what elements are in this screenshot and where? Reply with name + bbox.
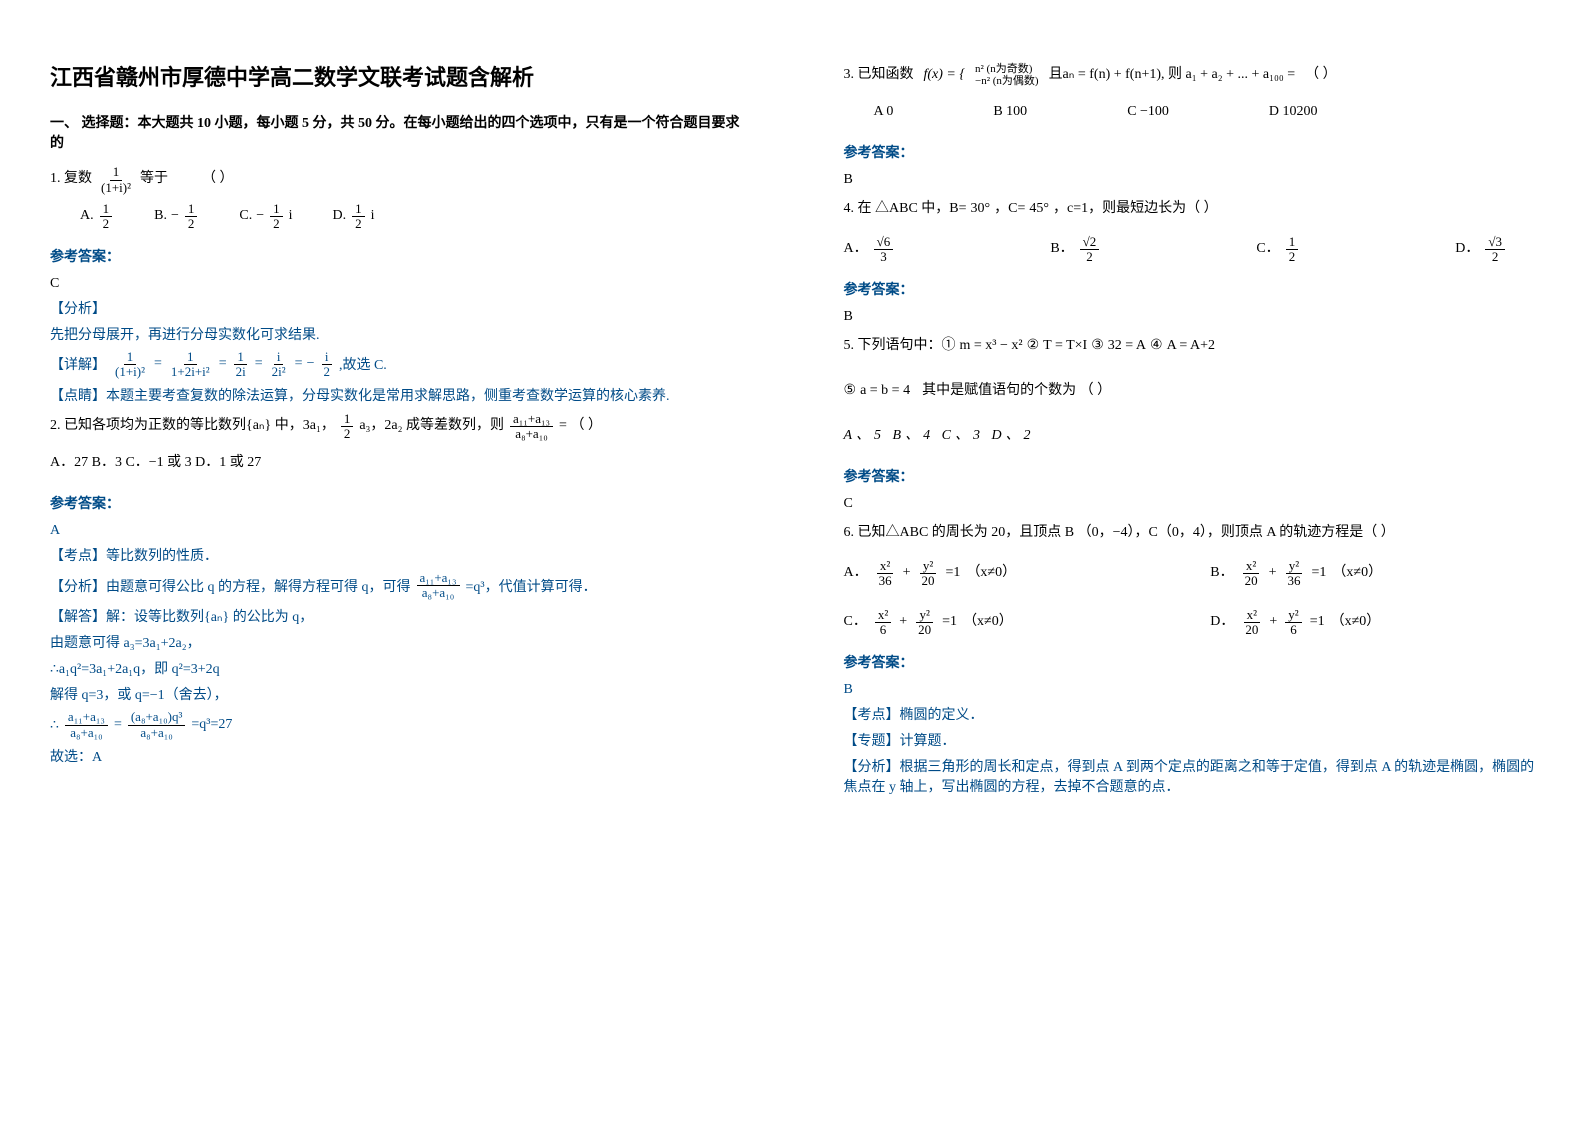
q1-after: 等于 — [140, 164, 168, 195]
q2-sol4: ∴ a₁₁+a₁₃a₈+a₁₀ = (a₈+a₁₀)q³a₈+a₁₀ =q³=2… — [50, 710, 744, 740]
q1-paren: （ ） — [202, 164, 234, 195]
question-1: 1. 复数 1 (1+i)² 等于 （ ） A. 12 B. − 12 C. −… — [50, 164, 744, 232]
q3-options: A 0 B 100 C −100 D 10200 — [874, 97, 1538, 128]
q6-answer: B — [844, 682, 1538, 698]
q3-answer: B — [844, 172, 1538, 188]
q1-tip: 【点睛】本题主要考查复数的除法运算，分母实数化是常用求解思路，侧重考查数学运算的… — [50, 385, 744, 405]
q2-analysis: 【分析】由题意可得公比 q 的方程，解得方程可得 q，可得 a₁₁+a₁₃a₈+… — [50, 571, 744, 601]
q1-options: A. 12 B. − 12 C. − 12 i D. 12 i — [80, 201, 744, 232]
q1-detail: 【详解】 1(1+i)² = 11+2i+i² = 12i = i2i² = −… — [50, 350, 744, 380]
answer-label-3: 参考答案： — [844, 142, 1538, 162]
section-header: 一、 选择题：本大题共 10 小题，每小题 5 分，共 50 分。在每小题给出的… — [50, 112, 744, 152]
q1-opt-d: D. 12 i — [333, 201, 375, 232]
q4-options: A．√63 B．√22 C．12 D．√32 — [844, 234, 1538, 265]
q1-label: 1. 复数 — [50, 164, 92, 195]
page-title: 江西省赣州市厚德中学高二数学文联考试题含解析 — [50, 60, 744, 92]
q6-test: 【考点】椭圆的定义． — [844, 704, 1538, 724]
left-column: 江西省赣州市厚德中学高二数学文联考试题含解析 一、 选择题：本大题共 10 小题… — [0, 0, 794, 1122]
q2-test: 【考点】等比数列的性质． — [50, 545, 744, 565]
q2-answer: A — [50, 523, 744, 539]
question-4: 4. 在 △ABC 中，B= 30° ，C= 45° ，c=1，则最短边长为（ … — [844, 194, 1538, 266]
question-3: 3. 已知函数 f(x) = { n² (n为奇数) −n² (n为偶数) 且a… — [844, 60, 1538, 128]
q2-sol-h: 【解答】解：设等比数列{aₙ} 的公比为 q， — [50, 606, 744, 626]
question-2: 2. 已知各项均为正数的等比数列{aₙ} 中，3a₁， 12 a₃，2a₂ 成等… — [50, 411, 744, 479]
q5-options: A、5 B、4 C、3 D、2 — [844, 421, 1538, 452]
q6-options: A． x²36+ y²20=1 （x≠0） B． x²20+ y²36=1 （x… — [844, 558, 1538, 638]
q6-topic: 【专题】计算题． — [844, 730, 1538, 750]
q2-sol1: 由题意可得 a₃=3a₁+2a₂， — [50, 632, 744, 652]
q2-sol5: 故选：A — [50, 746, 744, 766]
q1-answer: C — [50, 276, 744, 292]
q1-fraction: 1 (1+i)² — [98, 165, 134, 195]
answer-label-6: 参考答案： — [844, 652, 1538, 672]
question-6: 6. 已知△ABC 的周长为 20，且顶点 B （0，−4），C（0，4），则顶… — [844, 518, 1538, 638]
answer-label: 参考答案： — [50, 246, 744, 266]
q1-opt-a: A. 12 — [80, 201, 114, 232]
q4-answer: B — [844, 309, 1538, 325]
q1-opt-c: C. − 12 i — [239, 201, 292, 232]
q5-answer: C — [844, 496, 1538, 512]
q1-analysis-text: 先把分母展开，再进行分母实数化可求结果. — [50, 324, 744, 344]
q2-sol2: ∴a₁q²=3a₁+2a₁q，即 q²=3+2q — [50, 658, 744, 678]
q2-options: A．27 B．3 C．−1 或 3 D．1 或 27 — [50, 448, 744, 479]
q2-sol3: 解得 q=3，或 q=−1（舍去）， — [50, 684, 744, 704]
answer-label-4: 参考答案： — [844, 279, 1538, 299]
answer-label-5: 参考答案： — [844, 466, 1538, 486]
question-5: 5. 下列语句中：① m = x³ − x² ② T = T×I ③ 32 = … — [844, 331, 1538, 451]
q1-analysis-head: 【分析】 — [50, 298, 744, 318]
q6-analysis: 【分析】根据三角形的周长和定点，得到点 A 到两个定点的距离之和等于定值，得到点… — [844, 756, 1538, 796]
q1-opt-b: B. − 12 — [154, 201, 199, 232]
right-column: 3. 已知函数 f(x) = { n² (n为奇数) −n² (n为偶数) 且a… — [794, 0, 1587, 1122]
answer-label-2: 参考答案： — [50, 493, 744, 513]
